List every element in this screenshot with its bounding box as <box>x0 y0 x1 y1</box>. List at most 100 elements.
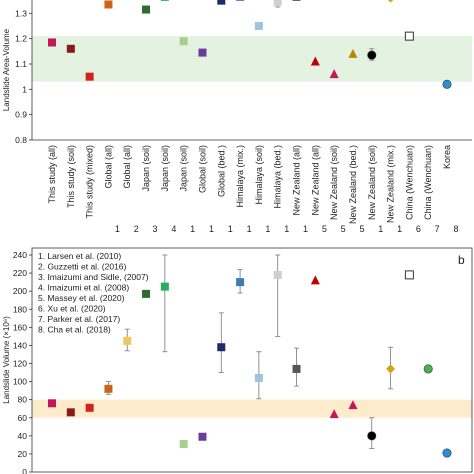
category-ref-11: 1 <box>265 224 270 234</box>
bottom-point-17 <box>367 431 377 441</box>
top-chart-panel: 0.8 0.9 1 1.1 1.2 1.3 Landslide Area-Volume T… <box>2 0 472 234</box>
category-label-3: Global (all) <box>103 145 113 189</box>
category-ref-20: 7 <box>435 224 440 234</box>
top-point-1 <box>66 44 75 53</box>
bottom-point-0 <box>48 399 56 408</box>
bottom-y-tick-label: 140 <box>13 340 27 350</box>
top-point-5 <box>142 5 151 14</box>
category-ref-15: 5 <box>341 224 346 234</box>
category-label-8: Global (soil) <box>197 145 207 193</box>
bottom-y-tick-label: 100 <box>13 377 27 387</box>
top-y-tick-label: 0.9 <box>15 110 27 120</box>
category-ref-17: 1 <box>378 224 383 234</box>
bottom-point-20 <box>423 364 433 374</box>
category-ref-4: 2 <box>134 224 139 234</box>
bottom-y-tick-label: 220 <box>13 268 27 278</box>
bottom-point-10 <box>236 278 245 287</box>
category-label-14: New Zealand (all) <box>310 145 320 216</box>
category-label-5: Japan (soil) <box>141 145 151 192</box>
bottom-y-tick-label: 180 <box>13 304 27 314</box>
bottom-y-tick-label: 0 <box>22 467 27 474</box>
top-data-points <box>48 0 452 89</box>
bottom-point-6 <box>160 282 169 291</box>
bottom-y-tick-label: 20 <box>18 449 28 459</box>
category-label-19: China (Wenchuan) <box>404 145 414 220</box>
bottom-reference-band <box>32 399 472 418</box>
category-ref-18: 1 <box>397 224 402 234</box>
category-ref-5: 3 <box>153 224 158 234</box>
legend-item-4: 4. Imaizumi et al. (2008) <box>38 283 129 293</box>
category-ref-6: 4 <box>171 224 176 234</box>
top-point-12 <box>273 0 282 6</box>
top-point-21 <box>442 79 452 89</box>
top-y-tick-label: 1.3 <box>15 8 27 18</box>
legend-item-2: 2. Guzzetti et al. (2016) <box>38 262 127 272</box>
category-ref-3: 1 <box>115 224 120 234</box>
top-point-16 <box>348 48 358 58</box>
bottom-data-points <box>48 270 452 458</box>
category-label-4: Global (all) <box>122 145 132 189</box>
category-label-10: Himalaya (mix.) <box>235 145 245 208</box>
bottom-y-tick-label: 240 <box>13 250 27 260</box>
top-point-19 <box>404 31 414 41</box>
bottom-y-tick-label: 60 <box>18 413 28 423</box>
bottom-point-15 <box>329 409 339 419</box>
bottom-y-tick-label: 120 <box>13 359 27 369</box>
top-y-tick-label: 0.8 <box>15 135 27 145</box>
bottom-chart-panel: 0 20 40 60 80 100 120 140 160 180 200 220 240 Landsl… <box>2 247 473 474</box>
top-point-9 <box>217 0 226 5</box>
top-point-7 <box>179 37 188 46</box>
bottom-point-18 <box>386 364 396 374</box>
category-ref-19: 6 <box>416 224 421 234</box>
category-label-7: Japan (soil) <box>179 145 189 192</box>
category-ref-16: 5 <box>359 224 364 234</box>
top-reference-band <box>32 36 472 82</box>
top-y-axis-title: Landslide Area-Volume <box>2 28 11 111</box>
top-point-15 <box>329 69 339 79</box>
bottom-point-1 <box>66 408 75 417</box>
top-point-13 <box>292 0 301 1</box>
top-point-14 <box>310 56 320 66</box>
top-point-2 <box>85 72 94 81</box>
bottom-point-8 <box>198 432 207 441</box>
legend-item-8: 8. Cha et al. (2018) <box>38 325 111 335</box>
bottom-y-tick-label: 160 <box>13 322 27 332</box>
category-label-13: New Zealand (all) <box>292 145 302 216</box>
bottom-point-2 <box>85 403 94 412</box>
bottom-point-5 <box>142 289 151 298</box>
panel-letter-b: b <box>458 253 465 267</box>
top-point-17 <box>367 50 377 60</box>
bottom-y-tick-label: 40 <box>18 431 28 441</box>
category-ref-9: 1 <box>228 224 233 234</box>
top-point-11 <box>254 22 263 30</box>
bottom-point-7 <box>179 439 188 448</box>
bottom-point-4 <box>123 336 132 345</box>
category-label-2: This study (mixed) <box>85 145 95 219</box>
bottom-plot-frame <box>31 247 473 473</box>
category-ref-12: 1 <box>284 224 289 234</box>
bottom-point-12 <box>273 270 282 279</box>
bottom-y-axis-title: Landslide Volume (×10⁶) <box>2 316 11 404</box>
category-label-12: Himalaya (bed.) <box>273 145 283 209</box>
top-y-tick-label: 1 <box>22 84 27 94</box>
category-label-18: New Zealand (mix.) <box>386 145 396 223</box>
legend-item-6: 6. Xu et al. (2020) <box>38 304 106 314</box>
bottom-point-3 <box>104 384 113 393</box>
category-ref-21: 8 <box>453 224 458 234</box>
top-point-3 <box>104 0 113 9</box>
top-point-0 <box>48 38 56 47</box>
category-label-6: Japan (soil) <box>160 145 170 192</box>
bottom-y-ticks: 0 20 40 60 80 100 120 140 160 180 200 220 240 <box>13 250 32 474</box>
legend-item-7: 7. Parker et al. (2017) <box>38 314 120 324</box>
bottom-point-14 <box>310 275 320 285</box>
reference-legend: 1. Larsen et al. (2010)2. Guzzetti et al… <box>38 251 149 335</box>
top-y-tick-label: 1.1 <box>15 59 27 69</box>
category-label-15: New Zealand (soil) <box>329 145 339 220</box>
bottom-point-21 <box>442 448 452 458</box>
bottom-point-13 <box>292 364 301 373</box>
category-label-1: This study (soil) <box>66 145 76 208</box>
category-label-16: New Zealand (bed.) <box>348 145 358 224</box>
top-point-18 <box>387 0 394 3</box>
category-ref-14: 5 <box>322 224 327 234</box>
category-ref-7: 1 <box>190 224 195 234</box>
